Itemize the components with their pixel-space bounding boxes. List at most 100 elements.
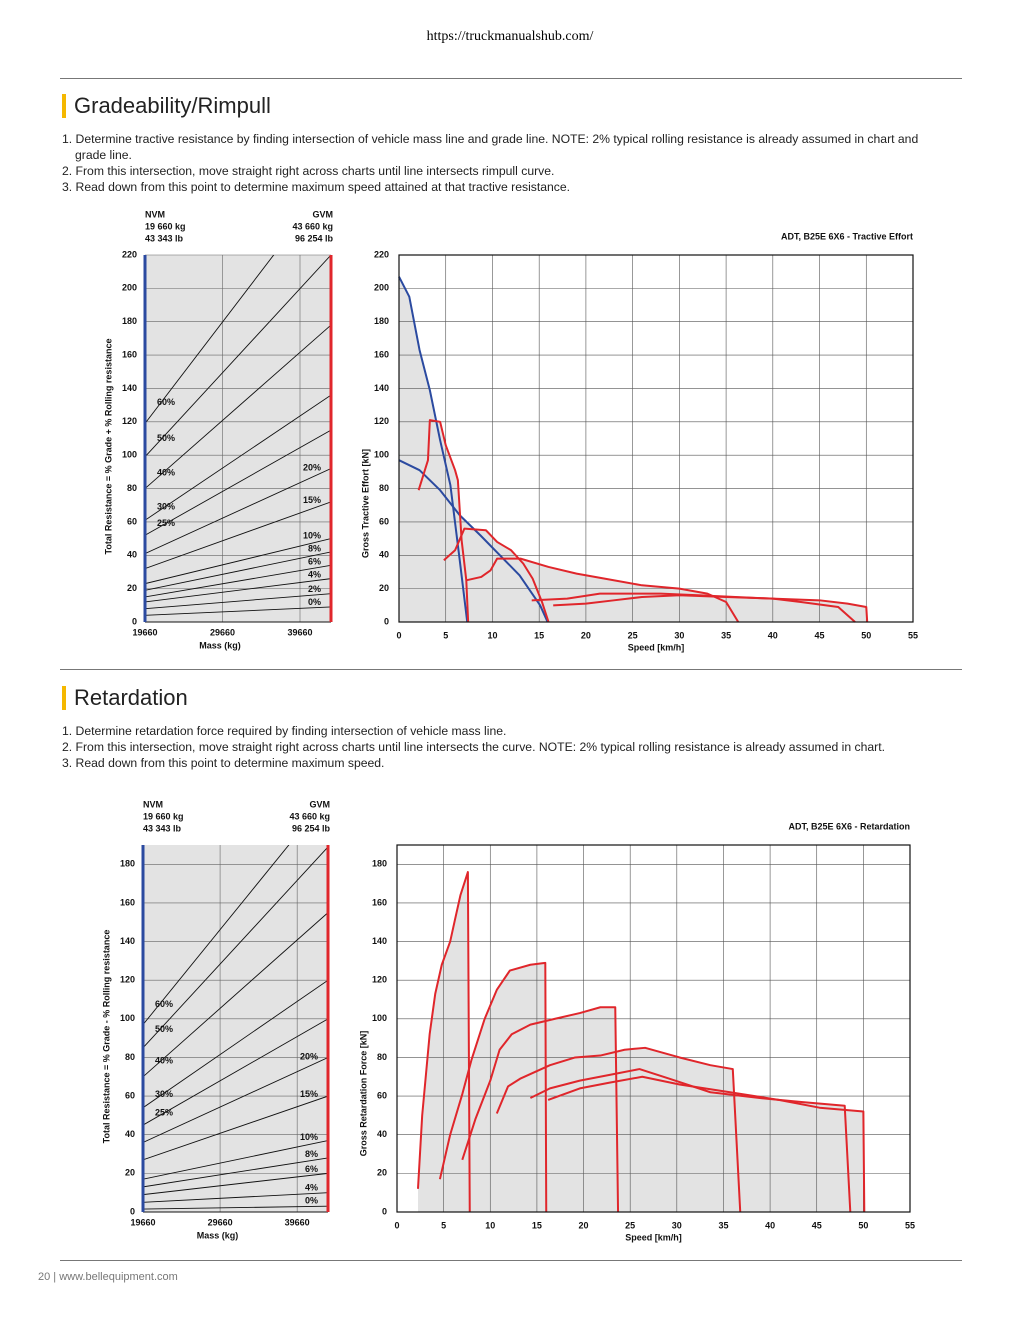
grade-line [145, 255, 331, 458]
grade-label: 60% [155, 999, 173, 1009]
step: 2. From this intersection, move straight… [62, 164, 555, 178]
curve [417, 419, 470, 623]
y-tick-label: 80 [125, 1052, 135, 1062]
y-tick-label: 100 [120, 1013, 135, 1023]
grade-line [143, 1140, 328, 1180]
grade-label: 50% [157, 433, 175, 443]
grade-line [145, 551, 331, 591]
y-tick-label: 140 [122, 383, 137, 393]
y-tick-label: 0 [130, 1206, 135, 1216]
grade-label: 40% [155, 1056, 173, 1066]
plot-border [396, 844, 911, 1213]
grade-label: 4% [305, 1183, 318, 1193]
y-tick-label: 200 [374, 283, 389, 293]
step: 3. Read down from this point to determin… [62, 756, 385, 770]
y-tick-label: 160 [122, 349, 137, 359]
y-tick-label: 120 [374, 416, 389, 426]
grade-label: 6% [308, 556, 321, 566]
gvm-mass-lb: 96 254 lb [292, 823, 331, 833]
y-tick-label: 180 [120, 859, 135, 869]
y-tick-label: 120 [372, 975, 387, 985]
section-title: Gradeability/Rimpull [62, 94, 271, 118]
y-tick-label: 80 [127, 483, 137, 493]
x-tick-label: 15 [532, 1220, 542, 1230]
y-tick-label: 80 [379, 483, 389, 493]
nvm-mass-kg: 19 660 kg [143, 811, 184, 821]
area [553, 595, 868, 622]
grade-line [143, 1172, 328, 1196]
grade-line [143, 1157, 328, 1188]
x-tick-label: 50 [858, 1220, 868, 1230]
y-tick-label: 40 [377, 1129, 387, 1139]
nvm-mass-kg: 19 660 kg [145, 221, 186, 231]
y-tick-label: 180 [374, 316, 389, 326]
y-tick-label: 20 [125, 1168, 135, 1178]
grade-label: 10% [303, 530, 321, 540]
curve [443, 527, 550, 623]
y-tick-label: 40 [379, 550, 389, 560]
x-tick-label: 29660 [210, 627, 235, 637]
grade-line [145, 255, 275, 424]
step: 3. Read down from this point to determin… [62, 180, 571, 194]
x-tick-label: 0 [394, 1220, 399, 1230]
gvm-mass-kg: 43 660 kg [289, 811, 330, 821]
grade-line [143, 1192, 328, 1203]
grade-label: 0% [305, 1196, 318, 1206]
grade-line [145, 501, 331, 570]
gvm-label: GVM [309, 799, 330, 809]
y-tick-label: 60 [125, 1090, 135, 1100]
y-tick-label: 80 [377, 1052, 387, 1062]
curve [466, 557, 740, 623]
plot-border [398, 254, 914, 623]
y-tick-label: 20 [377, 1168, 387, 1178]
y-tick-label: 60 [379, 516, 389, 526]
grade-label: 30% [155, 1089, 173, 1099]
x-tick-label: 19660 [132, 627, 157, 637]
grade-line [145, 538, 331, 585]
rule [60, 78, 962, 79]
x-tick-label: 10 [487, 630, 497, 640]
x-tick-label: 39660 [287, 627, 312, 637]
y-tick-label: 0 [384, 616, 389, 626]
y-axis-label: Total Resistance = % Grade - % Rolling r… [101, 930, 111, 1144]
y-tick-label: 220 [122, 249, 137, 259]
grade-label: 0% [308, 597, 321, 607]
x-tick-label: 15 [534, 630, 544, 640]
x-tick-label: 30 [674, 630, 684, 640]
step: 1. Determine tractive resistance by find… [62, 132, 919, 162]
grade-label: 10% [300, 1132, 318, 1142]
curve [553, 594, 869, 623]
chart-title: ADT, B25E 6X6 - Tractive Effort [781, 231, 913, 241]
gvm-mass-kg: 43 660 kg [292, 221, 333, 231]
grade-label: 4% [308, 569, 321, 579]
y-axis-label: Gross Tractive Effort [kN] [360, 449, 370, 558]
y-tick-label: 100 [122, 450, 137, 460]
nvm-mass-lb: 43 343 lb [145, 233, 184, 243]
y-tick-label: 160 [120, 897, 135, 907]
x-tick-label: 19660 [130, 1217, 155, 1227]
y-axis-label: Gross Retardation Force [kN] [358, 1031, 368, 1157]
grade-line [145, 429, 331, 536]
section-title: Retardation [62, 686, 188, 710]
grade-label: 20% [300, 1051, 318, 1061]
y-tick-label: 100 [374, 450, 389, 460]
grade-label: 15% [303, 495, 321, 505]
footer: 20 | www.bellequipment.com [38, 1271, 178, 1283]
x-axis-label: Mass (kg) [197, 1230, 239, 1240]
rule [60, 1260, 962, 1261]
grade-label: 8% [308, 543, 321, 553]
url: https://truckmanualshub.com/ [426, 29, 594, 44]
grade-label: 2% [308, 584, 321, 594]
x-axis-label: Mass (kg) [199, 640, 241, 650]
grade-line [143, 912, 328, 1078]
curve [461, 1006, 620, 1213]
curve [547, 1075, 866, 1213]
y-tick-label: 180 [372, 859, 387, 869]
y-tick-label: 140 [120, 936, 135, 946]
grade-line [143, 1095, 328, 1161]
curve [398, 276, 469, 623]
grade-label: 6% [305, 1164, 318, 1174]
grade-label: 30% [157, 502, 175, 512]
curve [416, 871, 471, 1213]
